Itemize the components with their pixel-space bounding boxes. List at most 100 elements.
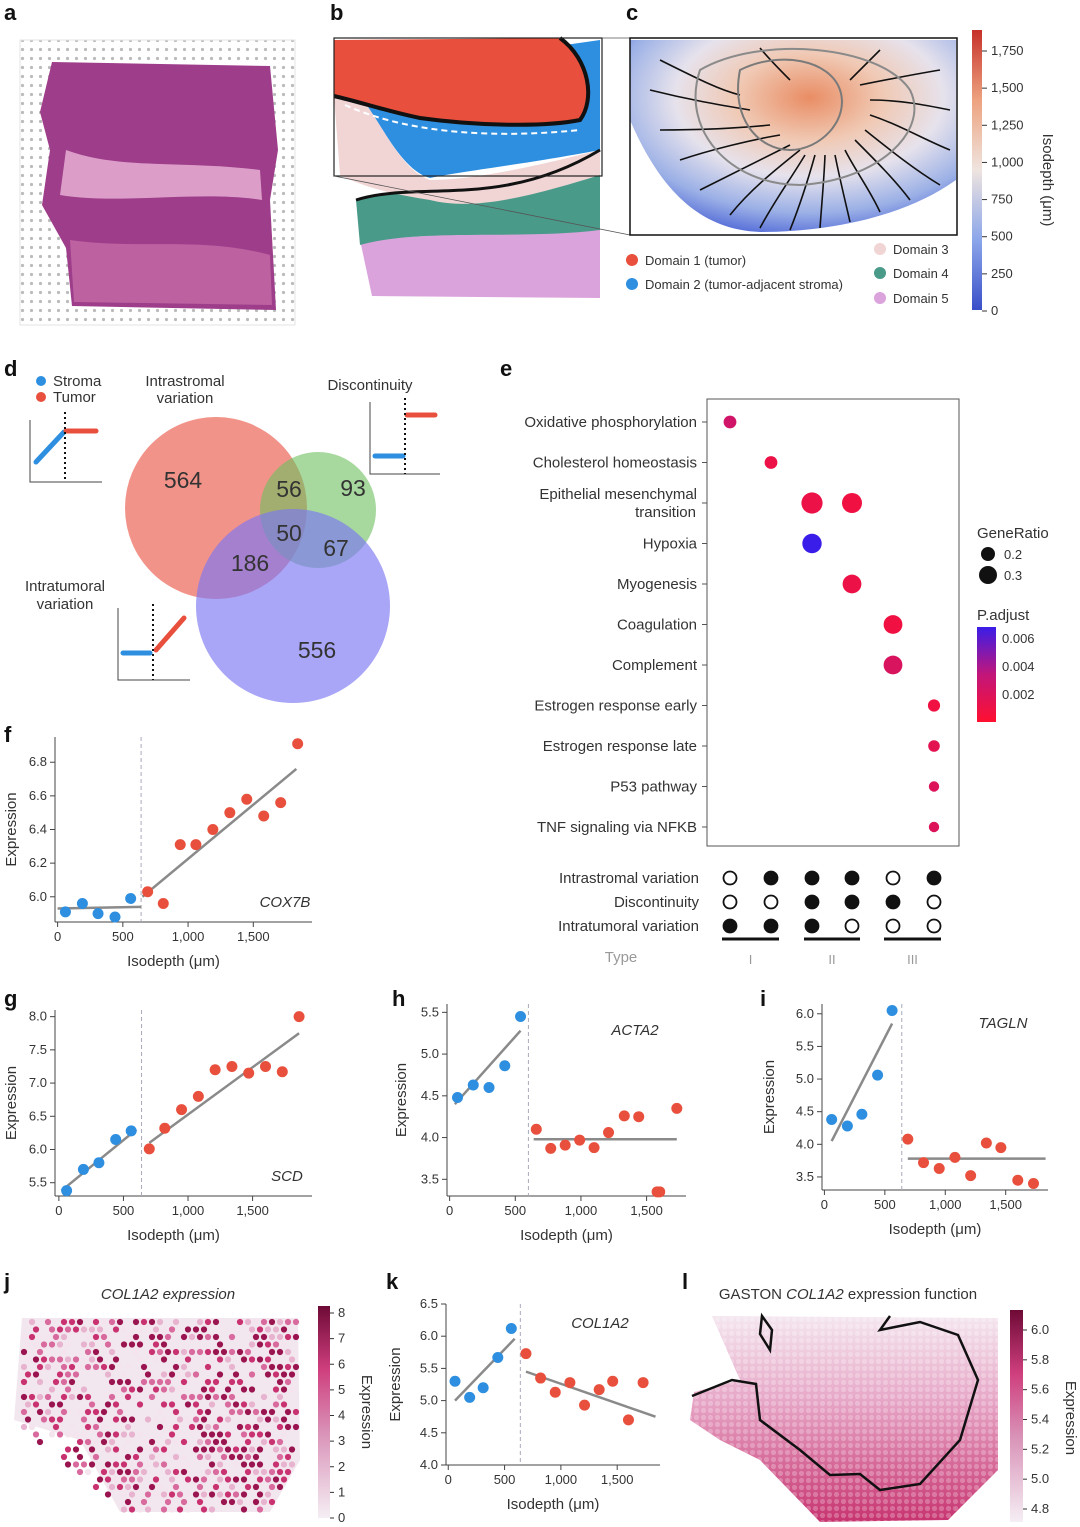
x-tick-label: 500 — [504, 1203, 526, 1218]
expression-spot — [108, 1483, 116, 1491]
expression-spot — [48, 1431, 56, 1438]
tumor-legend-label: Tumor — [53, 389, 96, 406]
expression-spot — [20, 1378, 28, 1386]
expression-spot — [96, 1326, 104, 1333]
expression-spot — [136, 1476, 144, 1483]
expression-spot — [96, 1476, 104, 1483]
expression-spot — [268, 1438, 276, 1446]
stroma-point — [826, 1114, 838, 1126]
expression-spot — [148, 1453, 156, 1461]
y-tick-label: 3.5 — [421, 1171, 439, 1186]
expression-spot — [104, 1341, 112, 1348]
expression-spot — [240, 1491, 248, 1498]
tumor-point — [545, 1142, 557, 1154]
expression-spot — [160, 1341, 168, 1348]
expression-spot — [276, 1453, 284, 1461]
expression-spot — [56, 1416, 64, 1423]
expression-spot — [152, 1416, 160, 1423]
expression-spot — [64, 1446, 72, 1453]
expression-spot — [196, 1393, 204, 1401]
expression-spot — [192, 1491, 200, 1498]
stroma-point — [886, 1005, 898, 1017]
expression-spot — [292, 1363, 300, 1371]
expression-spot — [228, 1483, 236, 1491]
expression-l-tick-label: 6.0 — [1031, 1322, 1049, 1337]
expression-spot — [280, 1341, 288, 1348]
expression-spot — [252, 1318, 260, 1326]
expression-spot — [32, 1401, 40, 1408]
expression-spot — [160, 1401, 168, 1408]
tumor-point — [207, 824, 219, 835]
expression-spot — [68, 1393, 76, 1401]
pathway-label: Estrogen response late — [543, 738, 697, 755]
intrastromal-label-line2: variation — [157, 390, 214, 407]
tumor-point — [549, 1386, 561, 1398]
expression-spot — [64, 1326, 72, 1333]
tumor-point — [209, 1064, 221, 1076]
expression-spot — [116, 1378, 124, 1386]
stroma-point — [464, 1391, 476, 1403]
expression-spot — [172, 1468, 180, 1476]
expression-spot — [236, 1498, 244, 1506]
x-axis-label: Isodepth (μm) — [520, 1227, 613, 1244]
expression-spot — [176, 1416, 184, 1423]
expression-spot — [228, 1393, 236, 1401]
expression-spot — [116, 1408, 124, 1416]
expression-spot — [180, 1498, 188, 1506]
x-tick-label: 0 — [821, 1197, 828, 1212]
expression-spot — [132, 1468, 140, 1476]
expression-spot — [244, 1483, 252, 1491]
panel-k-letter: k — [386, 1269, 399, 1294]
expression-spot — [128, 1461, 136, 1468]
panel-k: k 0 500 1,000 1,500 4.0 4.5 5.0 5.5 6.0 6.5 COL1A2 I… — [386, 1269, 660, 1513]
expression-spot — [48, 1386, 56, 1393]
x-tick-label: 1,000 — [929, 1197, 962, 1212]
expression-spot — [192, 1476, 200, 1483]
expression-spot — [124, 1393, 132, 1401]
expression-spot — [76, 1363, 84, 1371]
expression-spot — [244, 1408, 252, 1416]
stroma-point — [856, 1108, 868, 1120]
expression-spot — [240, 1461, 248, 1468]
expression-spot — [60, 1318, 68, 1326]
expression-spot — [56, 1341, 64, 1348]
stroma-point — [492, 1351, 504, 1363]
expression-spot — [96, 1431, 104, 1438]
x-tick-label: 500 — [874, 1197, 896, 1212]
expression-spot — [216, 1371, 224, 1378]
panel-e-letter: e — [500, 356, 512, 381]
panel-h: h 0 500 1,000 1,500 3.5 4.0 4.5 5.0 5.5 ACTA2 Isode… — [392, 986, 686, 1244]
tumor-point — [933, 1162, 945, 1174]
expression-spot — [52, 1333, 60, 1341]
expression-spot — [184, 1356, 192, 1363]
expression-spot — [180, 1393, 188, 1401]
expression-spot — [280, 1461, 288, 1468]
expression-spot — [44, 1363, 52, 1371]
expression-spot — [272, 1476, 280, 1483]
expression-spot — [272, 1326, 280, 1333]
expression-spot — [44, 1318, 52, 1326]
expression-spot — [48, 1341, 56, 1348]
expression-spot — [232, 1476, 240, 1483]
discontinuity-label: Discontinuity — [327, 377, 413, 394]
expression-spot — [156, 1483, 164, 1491]
expression-spot — [104, 1431, 112, 1438]
panel-j-title: COL1A2 expression — [101, 1286, 235, 1303]
domain-boundary-line-lower — [355, 148, 601, 202]
x-tick-label: 1,500 — [989, 1197, 1022, 1212]
y-tick-label: 5.5 — [796, 1038, 814, 1053]
expression-spot — [220, 1438, 228, 1446]
expression-spot — [284, 1423, 292, 1431]
y-axis-label: Expression — [3, 792, 20, 866]
stroma-point — [76, 898, 88, 909]
intrastromal-label-line1: Intrastromal — [145, 373, 224, 390]
enrichment-dot — [883, 615, 903, 634]
gene-ratio-key-0.2 — [981, 547, 995, 561]
type-dot-filled — [844, 870, 860, 886]
panel-f: f 0 500 1,000 1,500 6.0 6.2 6.4 6.6 6.8 COX7B Isode… — [3, 722, 312, 970]
y-tick-label: 4.0 — [420, 1457, 438, 1472]
type-dot-open — [844, 918, 860, 934]
x-tick-label: 1,500 — [630, 1203, 663, 1218]
expression-spot — [200, 1386, 208, 1393]
expression-spot — [276, 1363, 284, 1371]
